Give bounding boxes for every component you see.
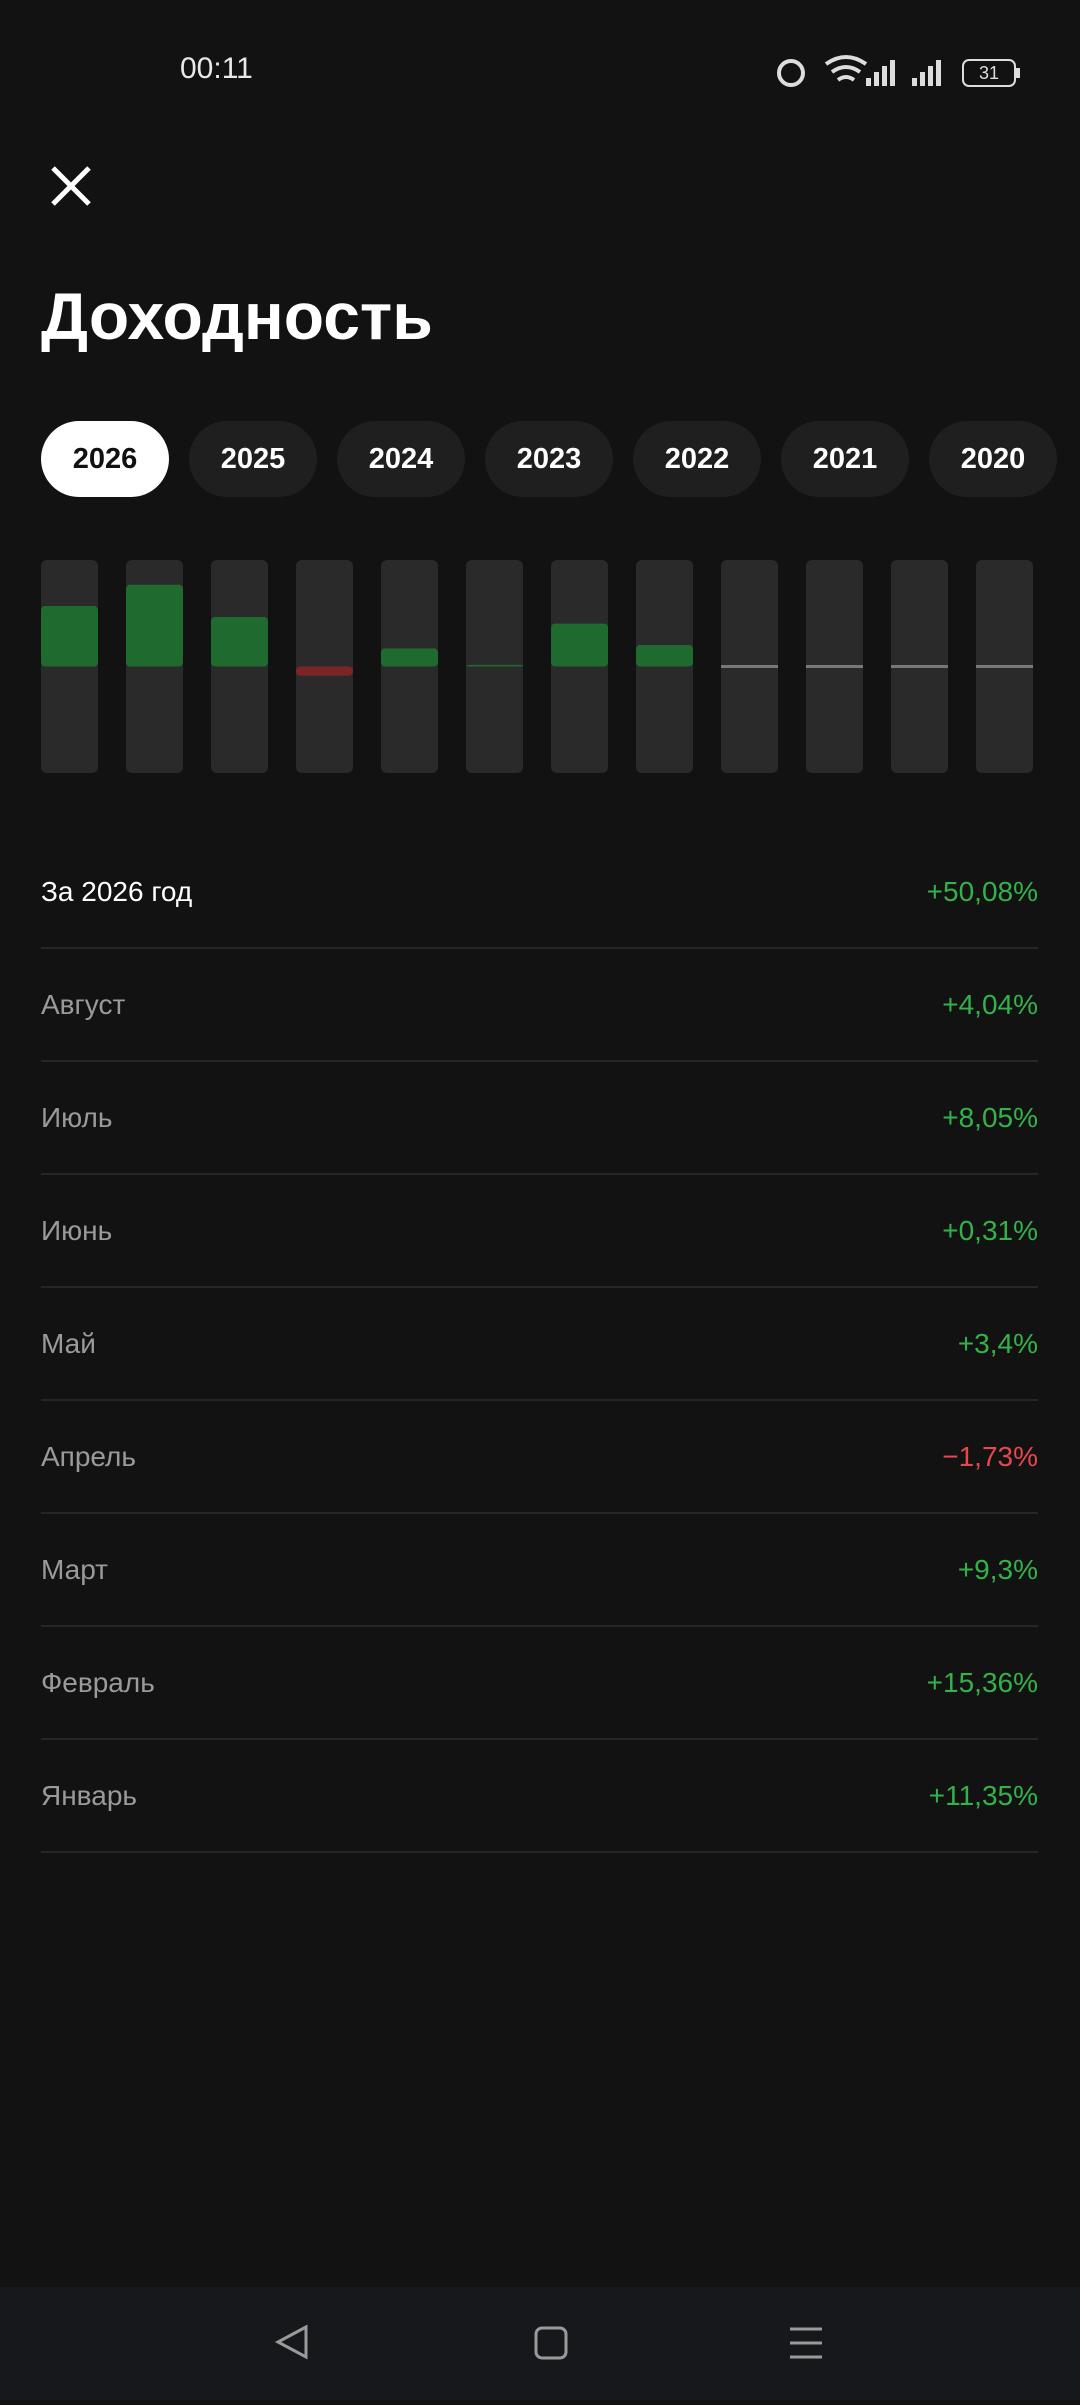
chart-bar — [296, 666, 353, 676]
monthly-chart — [41, 560, 1033, 773]
page-title: Доходность — [41, 279, 433, 353]
summary-label: За 2026 год — [41, 876, 193, 907]
month-name: Июль — [41, 1102, 113, 1133]
year-chip[interactable]: 2020 — [929, 421, 1057, 497]
summary-value: +50,08% — [926, 876, 1038, 907]
month-name: Январь — [41, 1780, 137, 1811]
home[interactable] — [534, 2326, 568, 2360]
month-name: Апрель — [41, 1441, 136, 1472]
month-return: −1,73% — [942, 1441, 1038, 1472]
nav-bar — [0, 2287, 1080, 2400]
chart-bar — [636, 644, 693, 667]
month-name: Май — [41, 1328, 96, 1359]
close-button[interactable] — [50, 165, 92, 207]
chart-bar — [126, 584, 183, 667]
chart-bar — [466, 664, 523, 667]
chart-bar — [211, 616, 268, 667]
status-icons: 31 — [777, 55, 1020, 87]
month-row: Январь +11,35% — [41, 1740, 1038, 1853]
month-return: +3,4% — [957, 1328, 1038, 1359]
month-row: Июль +8,05% — [41, 1062, 1038, 1175]
nav-icons — [274, 2324, 822, 2360]
chart-bar — [551, 623, 608, 667]
month-name: Март — [41, 1554, 108, 1585]
month-return: +4,04% — [942, 989, 1038, 1020]
chart-bar — [41, 606, 98, 667]
month-return: +0,31% — [942, 1215, 1038, 1246]
month-row: Июнь +0,31% — [41, 1175, 1038, 1288]
month-name: Июнь — [41, 1215, 113, 1246]
year-chip[interactable]: 2026 — [41, 421, 169, 497]
year-chip[interactable]: 2021 — [781, 421, 909, 497]
year-chip[interactable]: 2025 — [189, 421, 317, 497]
battery-level: 31 — [979, 63, 999, 83]
month-return: +8,05% — [942, 1102, 1038, 1133]
month-return: +15,36% — [926, 1667, 1038, 1698]
chart-bar — [381, 648, 438, 667]
month-name: Август — [41, 989, 126, 1020]
month-row: Август +4,04% — [41, 949, 1038, 1062]
summary-row: За 2026 год +50,08% — [41, 836, 1038, 949]
month-row: Февраль +15,36% — [41, 1627, 1038, 1740]
month-row: Апрель −1,73% — [41, 1401, 1038, 1514]
year-chip[interactable]: 2024 — [337, 421, 465, 497]
month-return: +11,35% — [928, 1780, 1038, 1811]
month-row: Май +3,4% — [41, 1288, 1038, 1401]
recents[interactable] — [790, 2327, 822, 2359]
year-chip[interactable]: 2022 — [633, 421, 761, 497]
status-time: 00:11 — [180, 52, 253, 85]
month-row: Март +9,3% — [41, 1514, 1038, 1627]
month-name: Февраль — [41, 1667, 155, 1698]
back[interactable] — [274, 2324, 308, 2360]
month-return: +9,3% — [957, 1554, 1038, 1585]
year-chip[interactable]: 2023 — [485, 421, 613, 497]
